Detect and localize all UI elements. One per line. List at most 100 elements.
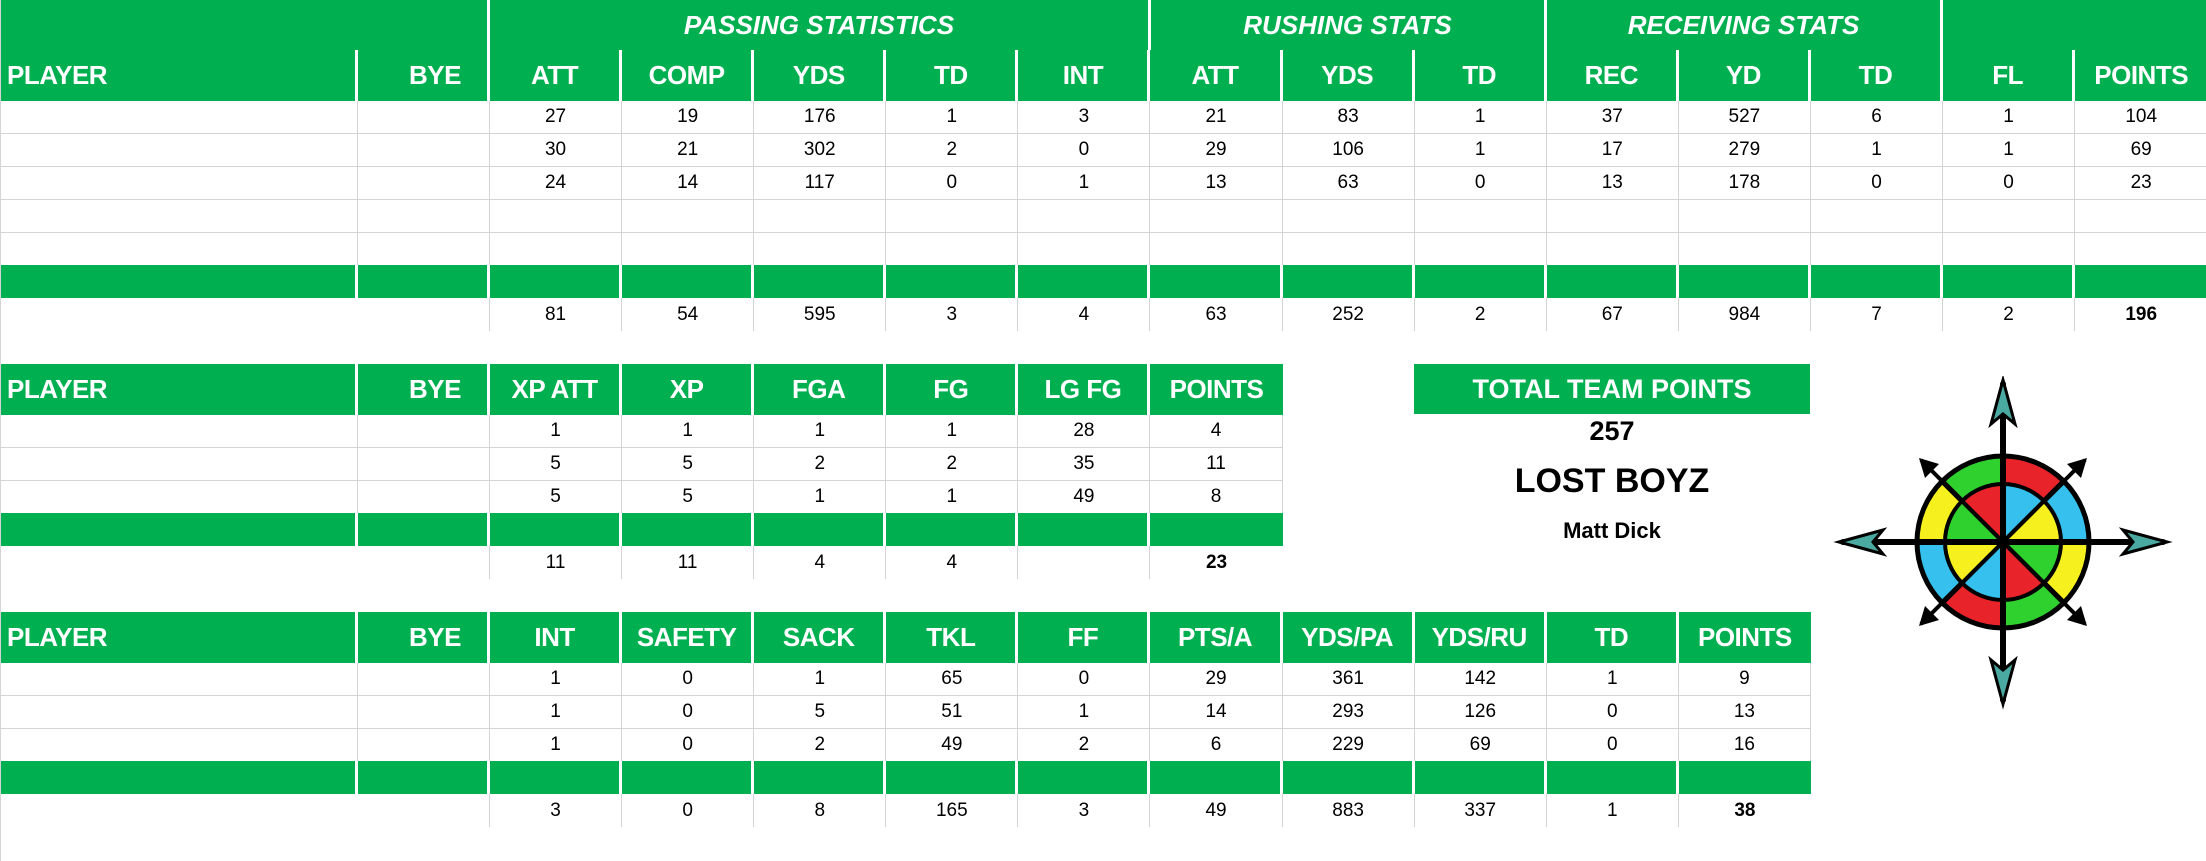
defense-totals-row: 3 0 8 165 3 49 883 337 1 38: [1, 794, 1811, 827]
stat-cell: [2075, 233, 2206, 266]
bye-cell: [358, 696, 490, 729]
offense-column-headers: PLAYER BYE ATT COMP YDS TD INT ATT YDS T…: [1, 50, 2206, 101]
stat-cell: 69: [2075, 134, 2206, 167]
player-cell: [1, 696, 358, 729]
header-xp-att: XP ATT: [490, 364, 623, 415]
stat-cell: [1678, 233, 1811, 266]
stat-cell: 5: [490, 448, 623, 481]
stat-cell: [886, 200, 1019, 233]
player-cell: [1, 233, 358, 266]
separator-cell: [1150, 761, 1283, 794]
separator-cell: [490, 265, 623, 298]
stat-cell: 176: [754, 101, 887, 134]
total-fl: 2: [1943, 298, 2076, 331]
stat-cell: [1943, 233, 2076, 266]
stat-cell: 49: [1018, 481, 1151, 514]
header-pass-att: ATT: [490, 50, 623, 101]
stat-cell: 19: [622, 101, 755, 134]
header-bye: BYE: [358, 50, 490, 101]
stat-cell: [1414, 200, 1547, 233]
separator-cell: [1018, 761, 1151, 794]
total-rec-td: 7: [1811, 298, 1944, 331]
stat-cell: 1: [1943, 101, 2076, 134]
stat-cell: 1: [754, 663, 887, 696]
total-rush-att: 63: [1150, 298, 1283, 331]
header-points: POINTS: [1150, 364, 1283, 415]
separator-cell: [886, 265, 1019, 298]
stat-cell: 1: [490, 663, 623, 696]
stat-cell: 527: [1678, 101, 1811, 134]
stat-cell: [1810, 233, 1944, 266]
total-points: 23: [1205, 551, 1228, 573]
separator-cell: [1282, 761, 1415, 794]
stat-cell: 1: [886, 481, 1019, 514]
header-player: PLAYER: [1, 612, 358, 663]
stat-cell: 1: [1810, 134, 1944, 167]
header-player: PLAYER: [1, 50, 358, 101]
offense-data-row: 24 14 117 0 1 13 63 0 13 178 0 0 23: [1, 167, 2206, 200]
stat-cell: 0: [886, 167, 1019, 200]
stat-cell: 69: [1414, 729, 1547, 762]
player-cell: [1, 729, 358, 762]
total-player: [1, 298, 358, 331]
stat-cell: 2: [886, 134, 1019, 167]
separator-cell: [358, 761, 490, 794]
stat-cell: 5: [754, 696, 887, 729]
stat-cell: 9: [1678, 663, 1811, 696]
offense-category-blank-right: [1943, 0, 2206, 50]
stat-cell: 0: [622, 729, 755, 762]
stat-cell: 37: [1546, 101, 1679, 134]
stat-cell: [1678, 200, 1811, 233]
header-rush-yds: YDS: [1282, 50, 1415, 101]
stat-cell: 2: [1018, 729, 1151, 762]
stat-cell: 0: [622, 696, 755, 729]
separator-cell: [1546, 265, 1679, 298]
stat-cell: 30: [490, 134, 623, 167]
header-rec-yd: YD: [1678, 50, 1811, 101]
team-name: LOST BOYZ: [1514, 462, 1710, 500]
stat-cell: 13: [1546, 167, 1679, 200]
header-bye: BYE: [358, 364, 490, 415]
bye-cell: [358, 481, 490, 514]
header-pass-comp: COMP: [622, 50, 755, 101]
separator-cell: [1150, 265, 1283, 298]
player-cell: [1, 167, 358, 200]
stat-cell: 4: [1150, 415, 1283, 448]
stat-cell: 1: [490, 696, 623, 729]
bye-cell: [358, 134, 490, 167]
player-cell: [1, 481, 358, 514]
offense-totals-row: 81 54 595 3 4 63 252 2 67 984 7 2 196: [1, 298, 2206, 331]
separator-cell: [754, 513, 887, 546]
header-rush-att: ATT: [1150, 50, 1283, 101]
separator-cell: [1546, 761, 1679, 794]
total-fg: 4: [886, 546, 1019, 579]
stat-cell: 6: [1810, 101, 1944, 134]
stat-cell: 229: [1282, 729, 1415, 762]
stat-cell: [1150, 200, 1283, 233]
stat-cell: 14: [622, 167, 755, 200]
player-cell: [1, 663, 358, 696]
total-bye: [358, 298, 490, 331]
stat-cell: 27: [490, 101, 623, 134]
header-points: POINTS: [2075, 50, 2206, 101]
receiving-stats-header: RECEIVING STATS: [1547, 0, 1943, 50]
separator-cell: [886, 761, 1019, 794]
stat-cell: 0: [1810, 167, 1944, 200]
stat-cell: 1: [1018, 167, 1151, 200]
header-pts-a: PTS/A: [1150, 612, 1283, 663]
stat-cell: 13: [1150, 167, 1283, 200]
defense-data-row: 1 0 2 49 2 6 229 69 0 16: [1, 729, 1811, 762]
header-rec-td: TD: [1810, 50, 1944, 101]
separator-cell: [358, 265, 490, 298]
stat-cell: 1: [886, 101, 1019, 134]
stat-cell: [1414, 233, 1547, 266]
header-points: POINTS: [1678, 612, 1811, 663]
stat-cell: 2: [754, 729, 887, 762]
stat-cell: 29: [1150, 134, 1283, 167]
stat-cell: 0: [1943, 167, 2076, 200]
separator-cell: [1, 265, 358, 298]
separator-cell: [1018, 513, 1151, 546]
total-points: 38: [1734, 799, 1756, 821]
separator-cell: [490, 761, 623, 794]
stat-cell: [622, 200, 755, 233]
